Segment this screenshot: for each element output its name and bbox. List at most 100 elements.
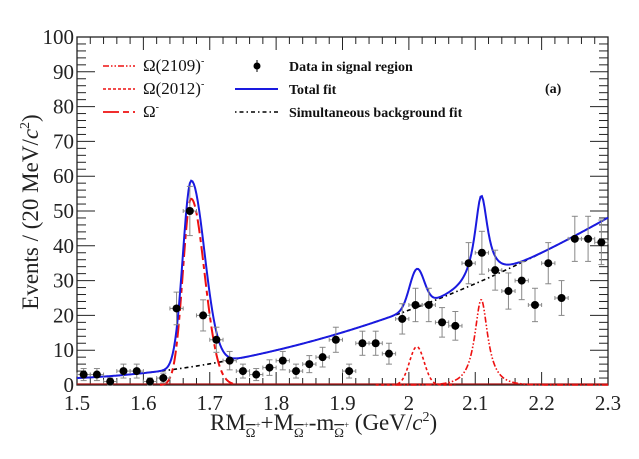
y-tick-label: 60 bbox=[53, 164, 74, 188]
x-title-unit-c: c bbox=[412, 410, 422, 435]
data-marker bbox=[238, 367, 247, 376]
fit-curves bbox=[76, 179, 609, 386]
x-title-sub2: Ω bbox=[294, 425, 304, 440]
x-tick-label: 2.1 bbox=[462, 391, 488, 415]
data-marker bbox=[132, 367, 141, 376]
data-marker bbox=[504, 287, 513, 296]
y-tick-labels: 0 10 20 30 40 50 60 70 80 90 100 bbox=[43, 25, 75, 397]
y-axis-title-end: ) bbox=[18, 114, 43, 122]
data-point bbox=[142, 377, 158, 386]
y-tick-label: 40 bbox=[53, 234, 74, 258]
data-point bbox=[434, 307, 450, 338]
data-point bbox=[554, 280, 569, 316]
x-title-sup3: + bbox=[344, 420, 349, 430]
data-point bbox=[501, 272, 516, 310]
x-tick-label: 1.8 bbox=[263, 391, 289, 415]
x-tick-label: 1.5 bbox=[64, 391, 90, 415]
data-point bbox=[182, 185, 197, 237]
legend-text-omega2012: Ω(2012) bbox=[143, 79, 201, 98]
data-marker bbox=[199, 311, 208, 320]
legend-sup-omega: - bbox=[156, 102, 159, 113]
y-axis-title: Events / (20 MeV/c2) bbox=[18, 114, 43, 309]
data-marker bbox=[544, 259, 553, 268]
total-fit-curve bbox=[76, 179, 609, 380]
data-point bbox=[567, 215, 582, 262]
data-point bbox=[594, 219, 609, 266]
legend-marker-data bbox=[253, 62, 261, 70]
axis-ticks bbox=[76, 36, 609, 386]
data-point bbox=[209, 326, 224, 353]
data-point bbox=[302, 355, 317, 374]
data-point bbox=[580, 215, 596, 262]
x-tick-label: 2.2 bbox=[529, 391, 555, 415]
data-marker bbox=[451, 321, 460, 330]
legend-label-total-fit: Total fit bbox=[289, 83, 337, 98]
data-point bbox=[381, 342, 397, 365]
x-title-m: +M bbox=[261, 410, 294, 435]
data-marker bbox=[225, 356, 234, 365]
data-point bbox=[103, 377, 118, 386]
data-marker bbox=[597, 238, 606, 247]
legend-sup-omega2109: - bbox=[201, 56, 204, 67]
data-marker bbox=[584, 234, 593, 243]
data-point bbox=[408, 287, 423, 323]
data-marker bbox=[106, 377, 115, 386]
data-marker bbox=[398, 314, 407, 323]
data-marker bbox=[345, 367, 354, 376]
y-tick-label: 70 bbox=[53, 129, 74, 153]
data-point bbox=[461, 242, 476, 285]
x-tick-label: 1.9 bbox=[329, 391, 355, 415]
data-point bbox=[288, 363, 304, 379]
data-point bbox=[262, 359, 277, 376]
x-title-unit-pow: 2 bbox=[422, 410, 429, 425]
y-axis-title-c: c bbox=[18, 129, 43, 139]
x-title-mm: -m bbox=[309, 410, 335, 435]
data-marker bbox=[159, 374, 168, 383]
data-points bbox=[76, 185, 609, 386]
omega2012-curve bbox=[375, 345, 456, 386]
x-title-sub1: Ω bbox=[246, 425, 256, 440]
data-marker bbox=[119, 367, 128, 376]
data-marker bbox=[424, 300, 433, 309]
data-marker bbox=[570, 234, 579, 243]
data-marker bbox=[411, 300, 420, 309]
data-point bbox=[315, 346, 330, 368]
y-tick-label: 100 bbox=[43, 25, 75, 49]
x-tick-label: 2 bbox=[404, 391, 415, 415]
data-marker bbox=[371, 339, 380, 348]
y-tick-label: 0 bbox=[64, 373, 75, 397]
data-point bbox=[448, 310, 463, 341]
data-point bbox=[275, 350, 290, 371]
data-marker bbox=[477, 248, 486, 257]
legend: Ω(2109)- Ω(2012)- Ω- Data in signal regi… bbox=[103, 56, 463, 121]
data-marker bbox=[331, 335, 340, 344]
y-axis-title-pow: 2 bbox=[18, 122, 33, 129]
data-point bbox=[527, 287, 543, 323]
data-point bbox=[342, 363, 357, 379]
data-marker bbox=[265, 363, 274, 372]
x-tick-label: 1.7 bbox=[197, 391, 223, 415]
data-marker bbox=[464, 259, 473, 268]
background-fit-curve bbox=[76, 216, 609, 379]
y-tick-label: 90 bbox=[53, 60, 74, 84]
data-marker bbox=[358, 339, 367, 348]
x-axis-title: RMΩ++MΩ+-mΩ+ (GeV/c2) bbox=[210, 410, 437, 440]
data-marker bbox=[292, 367, 301, 376]
legend-label-data: Data in signal region bbox=[289, 60, 413, 75]
legend-label-omega2109: Ω(2109)- bbox=[143, 56, 204, 75]
data-point bbox=[89, 368, 105, 382]
y-axis-title-text: Events / (20 MeV/ bbox=[18, 139, 43, 310]
data-marker bbox=[92, 370, 101, 379]
y-tick-label: 20 bbox=[53, 303, 74, 327]
data-point bbox=[222, 350, 237, 371]
legend-text-omega2109: Ω(2109) bbox=[143, 56, 201, 75]
data-marker bbox=[79, 370, 88, 379]
data-point bbox=[76, 368, 91, 382]
data-point bbox=[474, 230, 490, 275]
x-tick-label: 1.6 bbox=[130, 391, 156, 415]
data-point bbox=[129, 363, 144, 379]
data-point bbox=[195, 299, 211, 332]
legend-label-omega2012: Ω(2012)- bbox=[143, 79, 204, 98]
data-marker bbox=[185, 207, 194, 215]
